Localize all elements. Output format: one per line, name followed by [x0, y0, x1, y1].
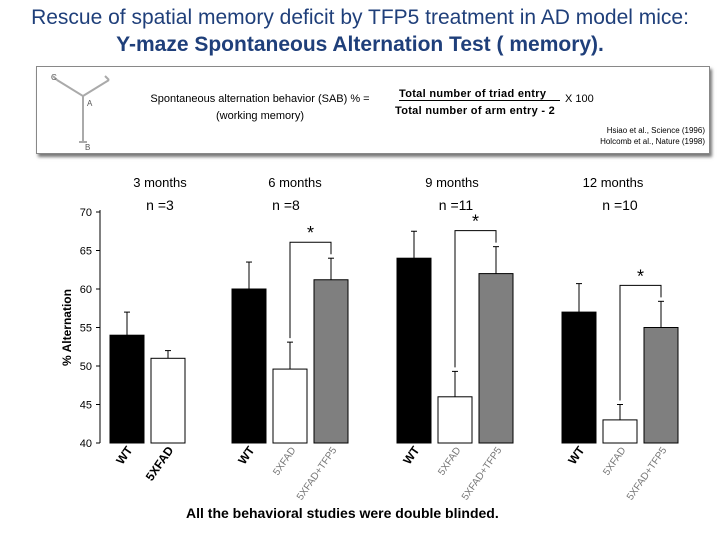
y-tick-label: 60 [80, 284, 92, 296]
references: Hsiao et al., Science (1996) Holcomb et … [600, 125, 705, 147]
group-label: 3 months [133, 175, 187, 190]
formula-multiplier: X 100 [565, 93, 594, 105]
y-maze-diagram: C A B [51, 73, 110, 152]
category-label: 5XFAD [436, 445, 463, 477]
significance-star: * [307, 223, 314, 243]
y-tick-label: 40 [80, 438, 92, 450]
alternation-bar-chart: 40 45 50 55 60 65 70 % Alternation 3 months n =3 W… [60, 175, 679, 502]
y-tick-label: 50 [80, 361, 92, 373]
significance-bracket [289, 241, 332, 339]
category-label: WT [235, 443, 258, 467]
sab-label: Spontaneous alternation behavior (SAB) %… [133, 91, 387, 125]
group-label: 12 months [583, 175, 644, 190]
y-tick-label: 45 [80, 400, 92, 412]
sab-line-2: (working memory) [215, 110, 304, 122]
bar [478, 273, 514, 444]
category-label: 5XFAD+TFP5 [460, 445, 505, 502]
maze-label-c: C [51, 73, 57, 82]
reference-2: Holcomb et al., Nature (1998) [600, 137, 705, 146]
title-line-1: Rescue of spatial memory deficit by TFP5… [31, 6, 689, 29]
significance-bracket [454, 230, 497, 368]
bar [561, 311, 597, 444]
bar [313, 279, 349, 444]
category-label: WT [400, 443, 423, 467]
footer-note: All the behavioral studies were double b… [186, 505, 499, 521]
group-label: 6 months [268, 175, 322, 190]
category-label: 5XFAD+TFP5 [625, 445, 670, 502]
category-label: 5XFAD [271, 445, 298, 477]
sab-formula-box: C A B Spontaneous alternation behavior (… [36, 66, 710, 154]
category-label: 5XFAD [143, 443, 177, 483]
bar [231, 288, 267, 444]
category-label: WT [113, 443, 136, 467]
y-tick-label: 70 [80, 207, 92, 219]
category-label: 5XFAD [601, 445, 628, 477]
formula-denominator: Total number of arm entry - 2 [395, 105, 556, 117]
significance-star: * [637, 266, 644, 286]
category-label: WT [565, 443, 588, 467]
maze-label-a: A [87, 99, 93, 108]
y-axis-label: % Alternation [60, 289, 74, 366]
maze-label-b: B [85, 143, 90, 152]
reference-1: Hsiao et al., Science (1996) [606, 126, 705, 135]
bar [602, 419, 638, 444]
title-line-2: Y-maze Spontaneous Alternation Test ( me… [116, 33, 604, 56]
group-n: n =3 [146, 197, 174, 213]
bar [437, 396, 473, 444]
bar [396, 257, 432, 444]
y-tick-label: 55 [80, 323, 92, 335]
group-label: 9 months [425, 175, 479, 190]
bar [109, 334, 145, 444]
y-tick-label: 65 [80, 246, 92, 258]
formula-numerator: Total number of triad entry [399, 88, 561, 101]
significance-star: * [472, 212, 479, 232]
group-n: n =11 [439, 197, 474, 213]
bar [272, 368, 308, 444]
sab-line-1: Spontaneous alternation behavior (SAB) %… [150, 93, 370, 105]
bar [643, 327, 679, 444]
group-n: n =8 [272, 197, 300, 213]
significance-bracket [619, 284, 662, 401]
category-label: 5XFAD+TFP5 [295, 445, 340, 502]
bar [150, 357, 186, 444]
group-n: n =10 [602, 197, 638, 213]
